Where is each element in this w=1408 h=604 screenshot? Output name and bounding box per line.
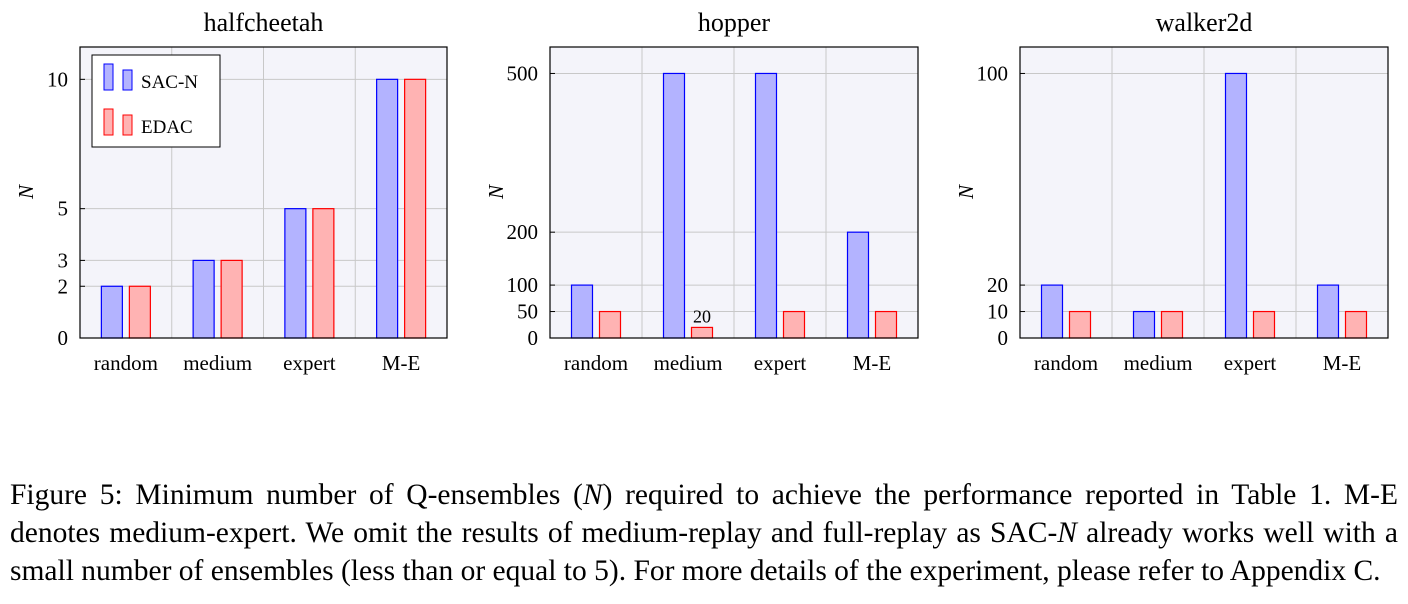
y-axis-label-0: N <box>14 184 38 200</box>
caption-symbol-n-2: N <box>1057 516 1077 549</box>
y-tick-label-1-0: 0 <box>528 326 539 350</box>
y-axis-label-2: N <box>954 184 978 200</box>
chart-title-2: walker2d <box>1156 8 1253 37</box>
bar-edac-2-2 <box>1252 310 1276 339</box>
bar-edac-0-2 <box>312 208 335 339</box>
y-tick-label-1-50: 50 <box>517 300 538 324</box>
y-tick-label-2-10: 10 <box>987 300 1008 324</box>
bar-sac-n-0-2 <box>284 208 307 339</box>
bar-sac-n-2-1 <box>1132 310 1156 339</box>
caption-text-1: Minimum number of Q-ensembles ( <box>122 478 583 511</box>
x-tick-label-2-3: M-E <box>1323 351 1362 375</box>
bar-sac-n-1-2 <box>754 72 778 339</box>
bar-sac-n-0-3 <box>376 78 399 339</box>
bar-edac-1-1 <box>690 326 714 339</box>
bar-charts-svg: random medium expert M-E 0 23 5 10 halfcheetah Nr… <box>14 8 1389 375</box>
caption-symbol-n: N <box>582 478 603 511</box>
y-tick-label-0-2: 2 <box>58 274 69 298</box>
y-tick-label-1-100: 100 <box>507 273 539 297</box>
y-tick-label-2-100: 100 <box>977 61 1009 85</box>
plot-frame-1 <box>549 46 919 339</box>
y-tick-label-2-0: 0 <box>998 326 1009 350</box>
caption-text-3: already works well with a small number o… <box>10 516 1398 587</box>
chart-title-1: hopper <box>698 8 771 37</box>
bar-edac-1-2 <box>782 310 806 339</box>
bar-edac-2-3 <box>1344 310 1368 339</box>
bar-sac-n-2-0 <box>1040 284 1064 339</box>
bar-edac-2-1 <box>1160 310 1184 339</box>
bar-edac-1-3 <box>874 310 898 339</box>
y-tick-label-1-500: 500 <box>507 61 539 85</box>
figure-caption: Figure 5: Minimum number of Q-ensembles … <box>10 476 1398 590</box>
bar-sac-n-0-0 <box>100 285 123 339</box>
y-tick-label-0-0: 0 <box>58 326 69 350</box>
bar-sac-n-0-1 <box>192 259 215 339</box>
bar-edac-0-0 <box>128 285 151 339</box>
y-tick-label-0-3: 3 <box>58 248 69 272</box>
x-tick-label-2-2: expert <box>1224 351 1277 375</box>
y-tick-label-0-5: 5 <box>58 197 69 221</box>
bar-sac-n-2-2 <box>1224 72 1248 339</box>
x-tick-label-2-0: random <box>1034 351 1098 375</box>
plot-frame-0 <box>79 46 448 339</box>
legend-swatch-1-a <box>103 108 114 136</box>
bar-sac-n-1-3 <box>846 231 870 339</box>
x-tick-label-0-3: M-E <box>382 351 421 375</box>
bar-sac-n-2-3 <box>1316 284 1340 339</box>
y-tick-label-2-20: 20 <box>987 273 1008 297</box>
x-tick-label-1-2: expert <box>754 351 807 375</box>
x-tick-label-0-1: medium <box>183 351 252 375</box>
y-axis-label-1: N <box>484 184 508 200</box>
caption-text-2: ) required to achieve the performance re… <box>10 478 1399 549</box>
bar-sac-n-1-0 <box>570 284 594 339</box>
chart-title-0: halfcheetah <box>204 8 324 37</box>
caption-label: Figure 5: <box>10 478 123 511</box>
data-label-1-0: 20 <box>693 306 711 326</box>
y-tick-label-0-10: 10 <box>47 67 68 91</box>
legend-label-0: SAC-N <box>141 72 198 93</box>
x-tick-label-1-3: M-E <box>853 351 892 375</box>
bar-edac-0-3 <box>404 78 427 339</box>
x-tick-label-1-0: random <box>564 351 628 375</box>
legend-swatch-0-a <box>103 63 114 91</box>
x-tick-label-0-0: random <box>94 351 158 375</box>
bar-edac-1-0 <box>598 310 622 339</box>
x-tick-label-0-2: expert <box>283 351 336 375</box>
plot-frame-2 <box>1019 46 1389 339</box>
x-tick-label-1-1: medium <box>654 351 723 375</box>
y-tick-label-1-200: 200 <box>507 220 539 244</box>
legend-swatch-1-b <box>122 114 133 136</box>
bar-edac-0-1 <box>220 259 243 339</box>
bar-sac-n-1-1 <box>662 72 686 339</box>
x-tick-label-2-1: medium <box>1124 351 1193 375</box>
bar-edac-2-0 <box>1068 310 1092 339</box>
legend-swatch-0-b <box>122 69 133 91</box>
legend-label-1: EDAC <box>141 117 193 138</box>
